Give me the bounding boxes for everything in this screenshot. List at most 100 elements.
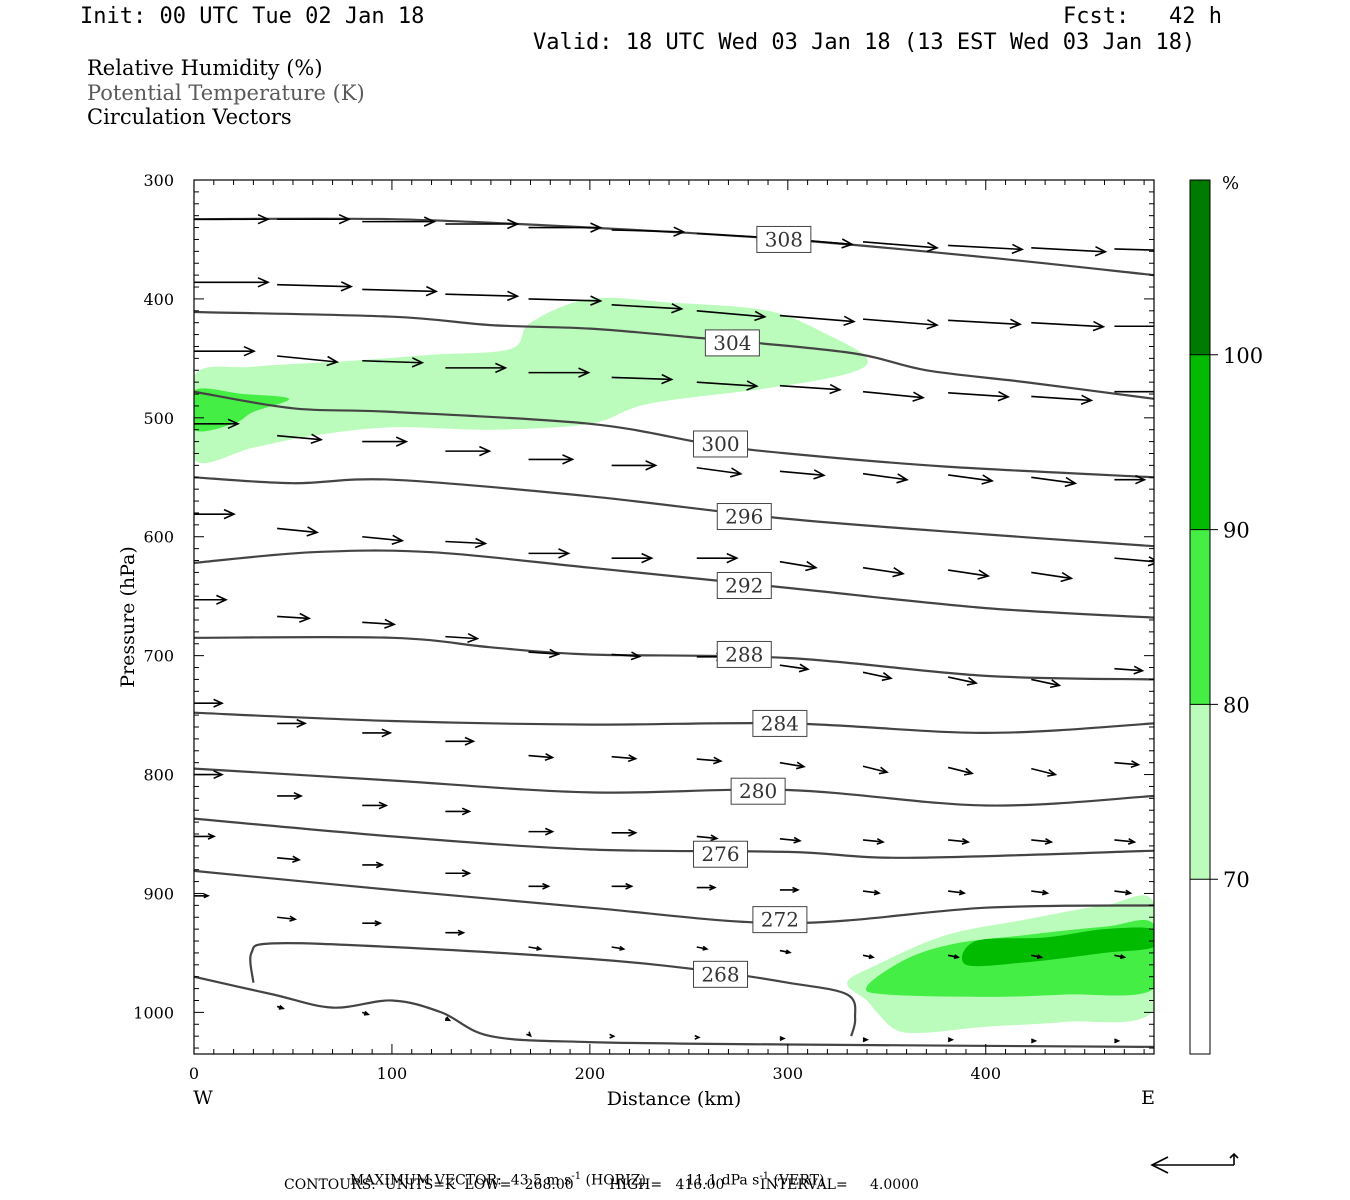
vector-shaft bbox=[277, 355, 338, 363]
vector-shaft bbox=[611, 229, 684, 233]
wind-vector bbox=[1114, 387, 1174, 396]
theta-contour-300 bbox=[194, 390, 1154, 479]
vector-head bbox=[793, 836, 802, 844]
wind-vector bbox=[445, 537, 488, 549]
vector-shaft bbox=[696, 232, 767, 239]
x-axis-title: Distance (km) bbox=[607, 1088, 742, 1110]
vector-head bbox=[395, 436, 409, 447]
wind-vector bbox=[779, 663, 810, 673]
wind-vector bbox=[362, 285, 439, 297]
vector-head bbox=[619, 945, 626, 951]
vector-head bbox=[1164, 387, 1174, 396]
vector-head bbox=[876, 838, 885, 845]
wind-vector bbox=[194, 893, 210, 899]
wind-vector bbox=[948, 838, 971, 845]
wind-vector bbox=[696, 945, 709, 951]
colorbar-segment-below-70 bbox=[1190, 879, 1210, 1054]
vector-head bbox=[1047, 768, 1058, 777]
contour-label-box bbox=[693, 430, 749, 458]
vector-shaft bbox=[862, 566, 904, 575]
vector-head bbox=[1127, 838, 1137, 845]
wind-vector bbox=[194, 345, 256, 357]
contour-label: 292 bbox=[725, 573, 763, 597]
theta-contour-272 bbox=[194, 869, 1154, 925]
vector-head bbox=[1009, 318, 1023, 330]
x-tick-label: 300 bbox=[773, 1064, 804, 1083]
vector-head bbox=[558, 548, 571, 559]
vector-shaft bbox=[1114, 667, 1143, 672]
wind-vector bbox=[862, 838, 885, 845]
init-time: Init: 00 UTC Tue 02 Jan 18 bbox=[80, 4, 425, 29]
wind-vector bbox=[445, 736, 476, 746]
vector-head bbox=[813, 469, 826, 480]
vector-head bbox=[627, 754, 638, 763]
vector-head bbox=[873, 889, 881, 896]
vector-head bbox=[841, 238, 854, 249]
wind-vector bbox=[528, 454, 575, 465]
wind-vector bbox=[948, 390, 1011, 402]
wind-vector bbox=[362, 357, 425, 368]
x-tick-label: 0 bbox=[189, 1064, 199, 1083]
wind-vector bbox=[194, 832, 216, 840]
vector-shaft bbox=[947, 766, 973, 775]
vector-head bbox=[641, 552, 654, 564]
wind-vector bbox=[361, 1010, 371, 1016]
vector-head bbox=[912, 391, 925, 402]
vector-shaft bbox=[948, 839, 969, 843]
vector-head bbox=[444, 1016, 452, 1022]
vector-head bbox=[1011, 243, 1025, 255]
vector-shaft bbox=[1031, 678, 1060, 687]
vector-head bbox=[1041, 889, 1050, 896]
vector-shaft bbox=[1031, 246, 1106, 253]
wind-vector bbox=[694, 1034, 701, 1040]
wind-vector bbox=[1031, 394, 1094, 405]
wind-vector bbox=[194, 594, 228, 605]
wind-vector bbox=[1031, 838, 1054, 845]
vector-head bbox=[947, 1037, 955, 1043]
wind-vector bbox=[1031, 320, 1106, 332]
wind-vector bbox=[611, 373, 674, 385]
vector-head bbox=[609, 1033, 616, 1039]
vector-shaft bbox=[277, 283, 352, 288]
wind-vector bbox=[611, 651, 642, 661]
vector-shaft bbox=[862, 318, 938, 326]
wind-vector bbox=[528, 945, 543, 951]
contour-label: 304 bbox=[713, 331, 751, 355]
wind-vector bbox=[696, 834, 719, 842]
wind-vector bbox=[1030, 1038, 1038, 1044]
contour-label-box bbox=[693, 840, 749, 868]
y-tick-label: 600 bbox=[143, 528, 174, 547]
theta-contour-280 bbox=[194, 767, 1154, 807]
contour-label-box bbox=[693, 960, 749, 988]
contour-label: 280 bbox=[739, 779, 777, 803]
potential-temperature-contours bbox=[194, 217, 1154, 1048]
vector-head bbox=[746, 380, 759, 391]
wind-vector bbox=[528, 648, 561, 659]
vector-shaft bbox=[948, 319, 1021, 326]
wind-vector bbox=[696, 756, 723, 765]
wind-vector bbox=[1114, 1038, 1121, 1044]
vector-head bbox=[423, 216, 437, 227]
contours-info: CONTOURS: UNITS=K LOW= 268.00 HIGH= 416.… bbox=[284, 1177, 919, 1193]
wind-vector bbox=[445, 290, 520, 302]
wind-vector bbox=[779, 1035, 786, 1042]
wind-vector bbox=[611, 303, 684, 314]
wind-vector bbox=[277, 433, 324, 444]
vector-head bbox=[457, 929, 466, 936]
vector-head bbox=[926, 241, 939, 253]
vector-shaft bbox=[277, 615, 310, 620]
vector-head bbox=[926, 319, 939, 330]
vector-head bbox=[326, 355, 340, 367]
vector-head bbox=[375, 861, 385, 869]
vector-head bbox=[526, 1031, 532, 1038]
vector-head bbox=[878, 766, 889, 775]
y-tick-label: 1000 bbox=[133, 1003, 174, 1022]
vector-shaft bbox=[948, 569, 989, 577]
vector-head bbox=[213, 698, 224, 708]
vector-head bbox=[257, 213, 270, 225]
wind-vector bbox=[362, 534, 405, 545]
vector-head bbox=[881, 672, 893, 682]
vector-head bbox=[203, 893, 210, 899]
contour-label: 300 bbox=[701, 432, 739, 456]
